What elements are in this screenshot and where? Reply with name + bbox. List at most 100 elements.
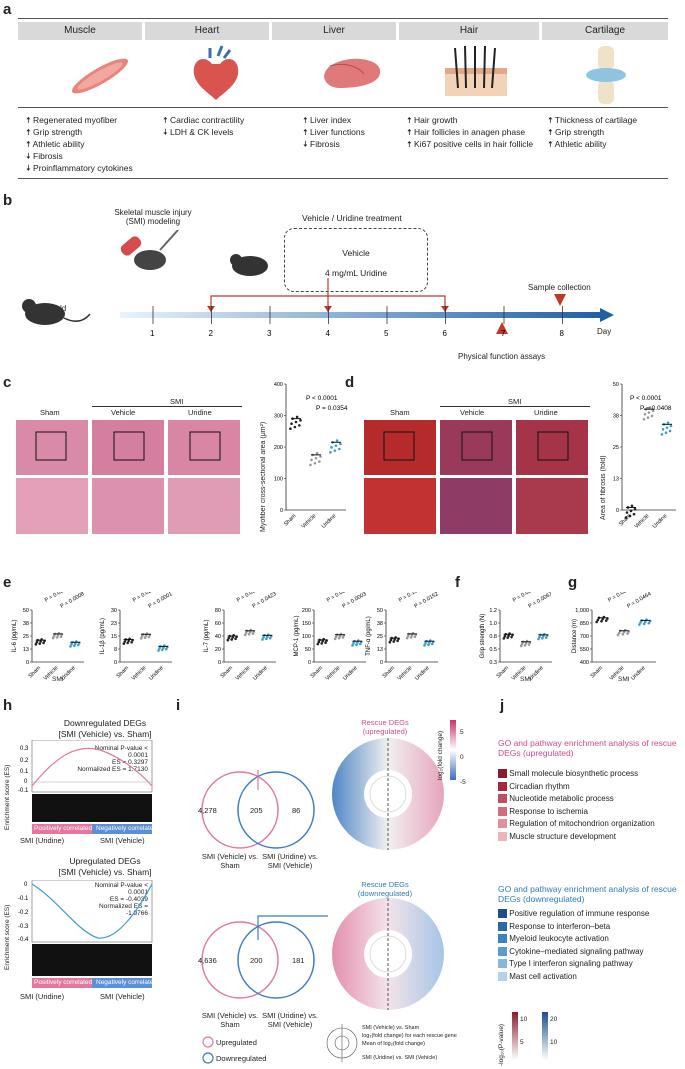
panel-i-label: i bbox=[176, 697, 181, 714]
rescue-circos bbox=[332, 738, 444, 1010]
data-point bbox=[319, 455, 322, 458]
data-point bbox=[56, 634, 60, 637]
data-point bbox=[646, 416, 650, 419]
data-point bbox=[642, 417, 646, 421]
data-point bbox=[595, 620, 598, 624]
chart-axis bbox=[621, 384, 676, 511]
gsea-top-title: Downregulated DEGs bbox=[63, 718, 147, 728]
liver-illustration bbox=[324, 58, 381, 88]
category-label: Uridine bbox=[414, 665, 431, 682]
y-tick-label: 0 bbox=[114, 660, 117, 666]
panel-a-mid-rule bbox=[18, 107, 668, 108]
data-point bbox=[333, 449, 337, 452]
data-point bbox=[669, 424, 673, 428]
venn-diagrams bbox=[201, 770, 328, 999]
gsea-bot-subtitle: [SMI (Vehicle) vs. Sham] bbox=[58, 867, 152, 877]
data-point bbox=[262, 636, 265, 639]
smi-label: SMI bbox=[170, 397, 184, 406]
data-point bbox=[230, 638, 233, 641]
go-term-item: Type I interferon signaling pathway bbox=[498, 958, 649, 971]
heart-effects: 🠅 Cardiac contractility 🠇 LDH & CK level… bbox=[163, 114, 244, 138]
effect-item: 🠇 Fibrosis bbox=[303, 139, 340, 149]
y-tick-label: 50 bbox=[23, 608, 29, 614]
data-point bbox=[621, 632, 625, 636]
data-point bbox=[299, 419, 302, 422]
gsea-ylabel: Enrichment score (ES) bbox=[4, 764, 11, 830]
panel-a-label: a bbox=[3, 1, 12, 18]
data-point bbox=[122, 642, 126, 645]
data-point bbox=[70, 643, 73, 646]
data-point bbox=[638, 623, 641, 626]
data-point bbox=[424, 641, 427, 645]
y-tick-label: 100 bbox=[302, 634, 311, 640]
data-point bbox=[310, 458, 313, 462]
data-point bbox=[668, 429, 672, 433]
y-tick-label: 8 bbox=[114, 647, 117, 653]
venn-count-right: 86 bbox=[292, 806, 301, 815]
data-point bbox=[39, 640, 42, 643]
data-point bbox=[643, 412, 647, 416]
treatment-box bbox=[284, 228, 428, 292]
day-tick-label: 7 bbox=[501, 329, 506, 338]
chart-axis bbox=[285, 384, 346, 511]
y-tick-label: 13 bbox=[613, 477, 619, 483]
day-tick-label: 3 bbox=[267, 329, 272, 338]
fibrosis-zoom-uridine bbox=[516, 478, 588, 534]
gsea-bot-title: Upregulated DEGs bbox=[69, 856, 141, 866]
data-point bbox=[157, 649, 160, 652]
data-point bbox=[320, 642, 323, 645]
data-point bbox=[626, 632, 629, 635]
data-point bbox=[338, 634, 342, 638]
panel-a-top-rule bbox=[18, 18, 668, 19]
data-point bbox=[315, 451, 319, 455]
data-point bbox=[596, 618, 600, 622]
data-point bbox=[335, 439, 339, 442]
category-label: Sham bbox=[496, 665, 511, 680]
fibrosis-zoom-sham bbox=[364, 478, 436, 534]
effect-item: 🠇 Fibrosis bbox=[26, 151, 63, 161]
data-point bbox=[624, 516, 628, 519]
data-point bbox=[648, 406, 652, 409]
y-tick-label: 0.8 bbox=[489, 634, 497, 640]
effect-item: 🠅 Hair growth bbox=[407, 115, 458, 125]
p-value-label: P = 0.0003 bbox=[341, 592, 367, 610]
data-point bbox=[628, 514, 632, 518]
data-point bbox=[52, 634, 56, 638]
smi-label: SMI bbox=[520, 676, 532, 683]
smi-rule bbox=[440, 406, 590, 407]
up-arrow-icon: 🠅 bbox=[548, 115, 553, 125]
data-point bbox=[127, 639, 130, 643]
data-point bbox=[243, 633, 247, 637]
data-point bbox=[538, 635, 541, 639]
venn-legend bbox=[202, 1036, 214, 1064]
data-point bbox=[355, 643, 358, 646]
data-point bbox=[341, 636, 345, 639]
category-label: Vehicle bbox=[634, 513, 651, 530]
y-tick-label: 50 bbox=[377, 608, 383, 614]
cartilage-illustration bbox=[586, 46, 626, 104]
go-term-item: Positive regulation of immune response bbox=[498, 908, 649, 921]
y-tick-label: 13 bbox=[377, 647, 383, 653]
panel-g-label: g bbox=[568, 574, 578, 591]
day-tick-label: 2 bbox=[209, 329, 214, 338]
pvalue-scale-ticks: 20 10 bbox=[550, 1016, 558, 1046]
data-point bbox=[234, 637, 237, 641]
p-value-label: P = 0.0062 bbox=[44, 592, 70, 604]
y-tick-label: 23 bbox=[111, 621, 117, 627]
y-tick-label: 200 bbox=[274, 445, 283, 451]
go-term-item: Nucleotide metabolic process bbox=[498, 793, 655, 806]
data-point bbox=[616, 633, 620, 637]
muscle-illustration bbox=[72, 58, 128, 94]
data-point bbox=[59, 635, 63, 638]
smi-label: SMI bbox=[508, 397, 522, 406]
data-point bbox=[294, 420, 298, 424]
panel-e-label: e bbox=[3, 574, 12, 591]
data-point bbox=[231, 636, 234, 639]
data-point bbox=[622, 630, 626, 634]
data-point bbox=[126, 641, 129, 645]
group-uridine-label: Uridine bbox=[534, 408, 558, 417]
gsea-left-group: SMI (Uridine) bbox=[20, 836, 65, 845]
svg-text:0.3: 0.3 bbox=[20, 746, 29, 752]
data-point bbox=[351, 644, 354, 647]
